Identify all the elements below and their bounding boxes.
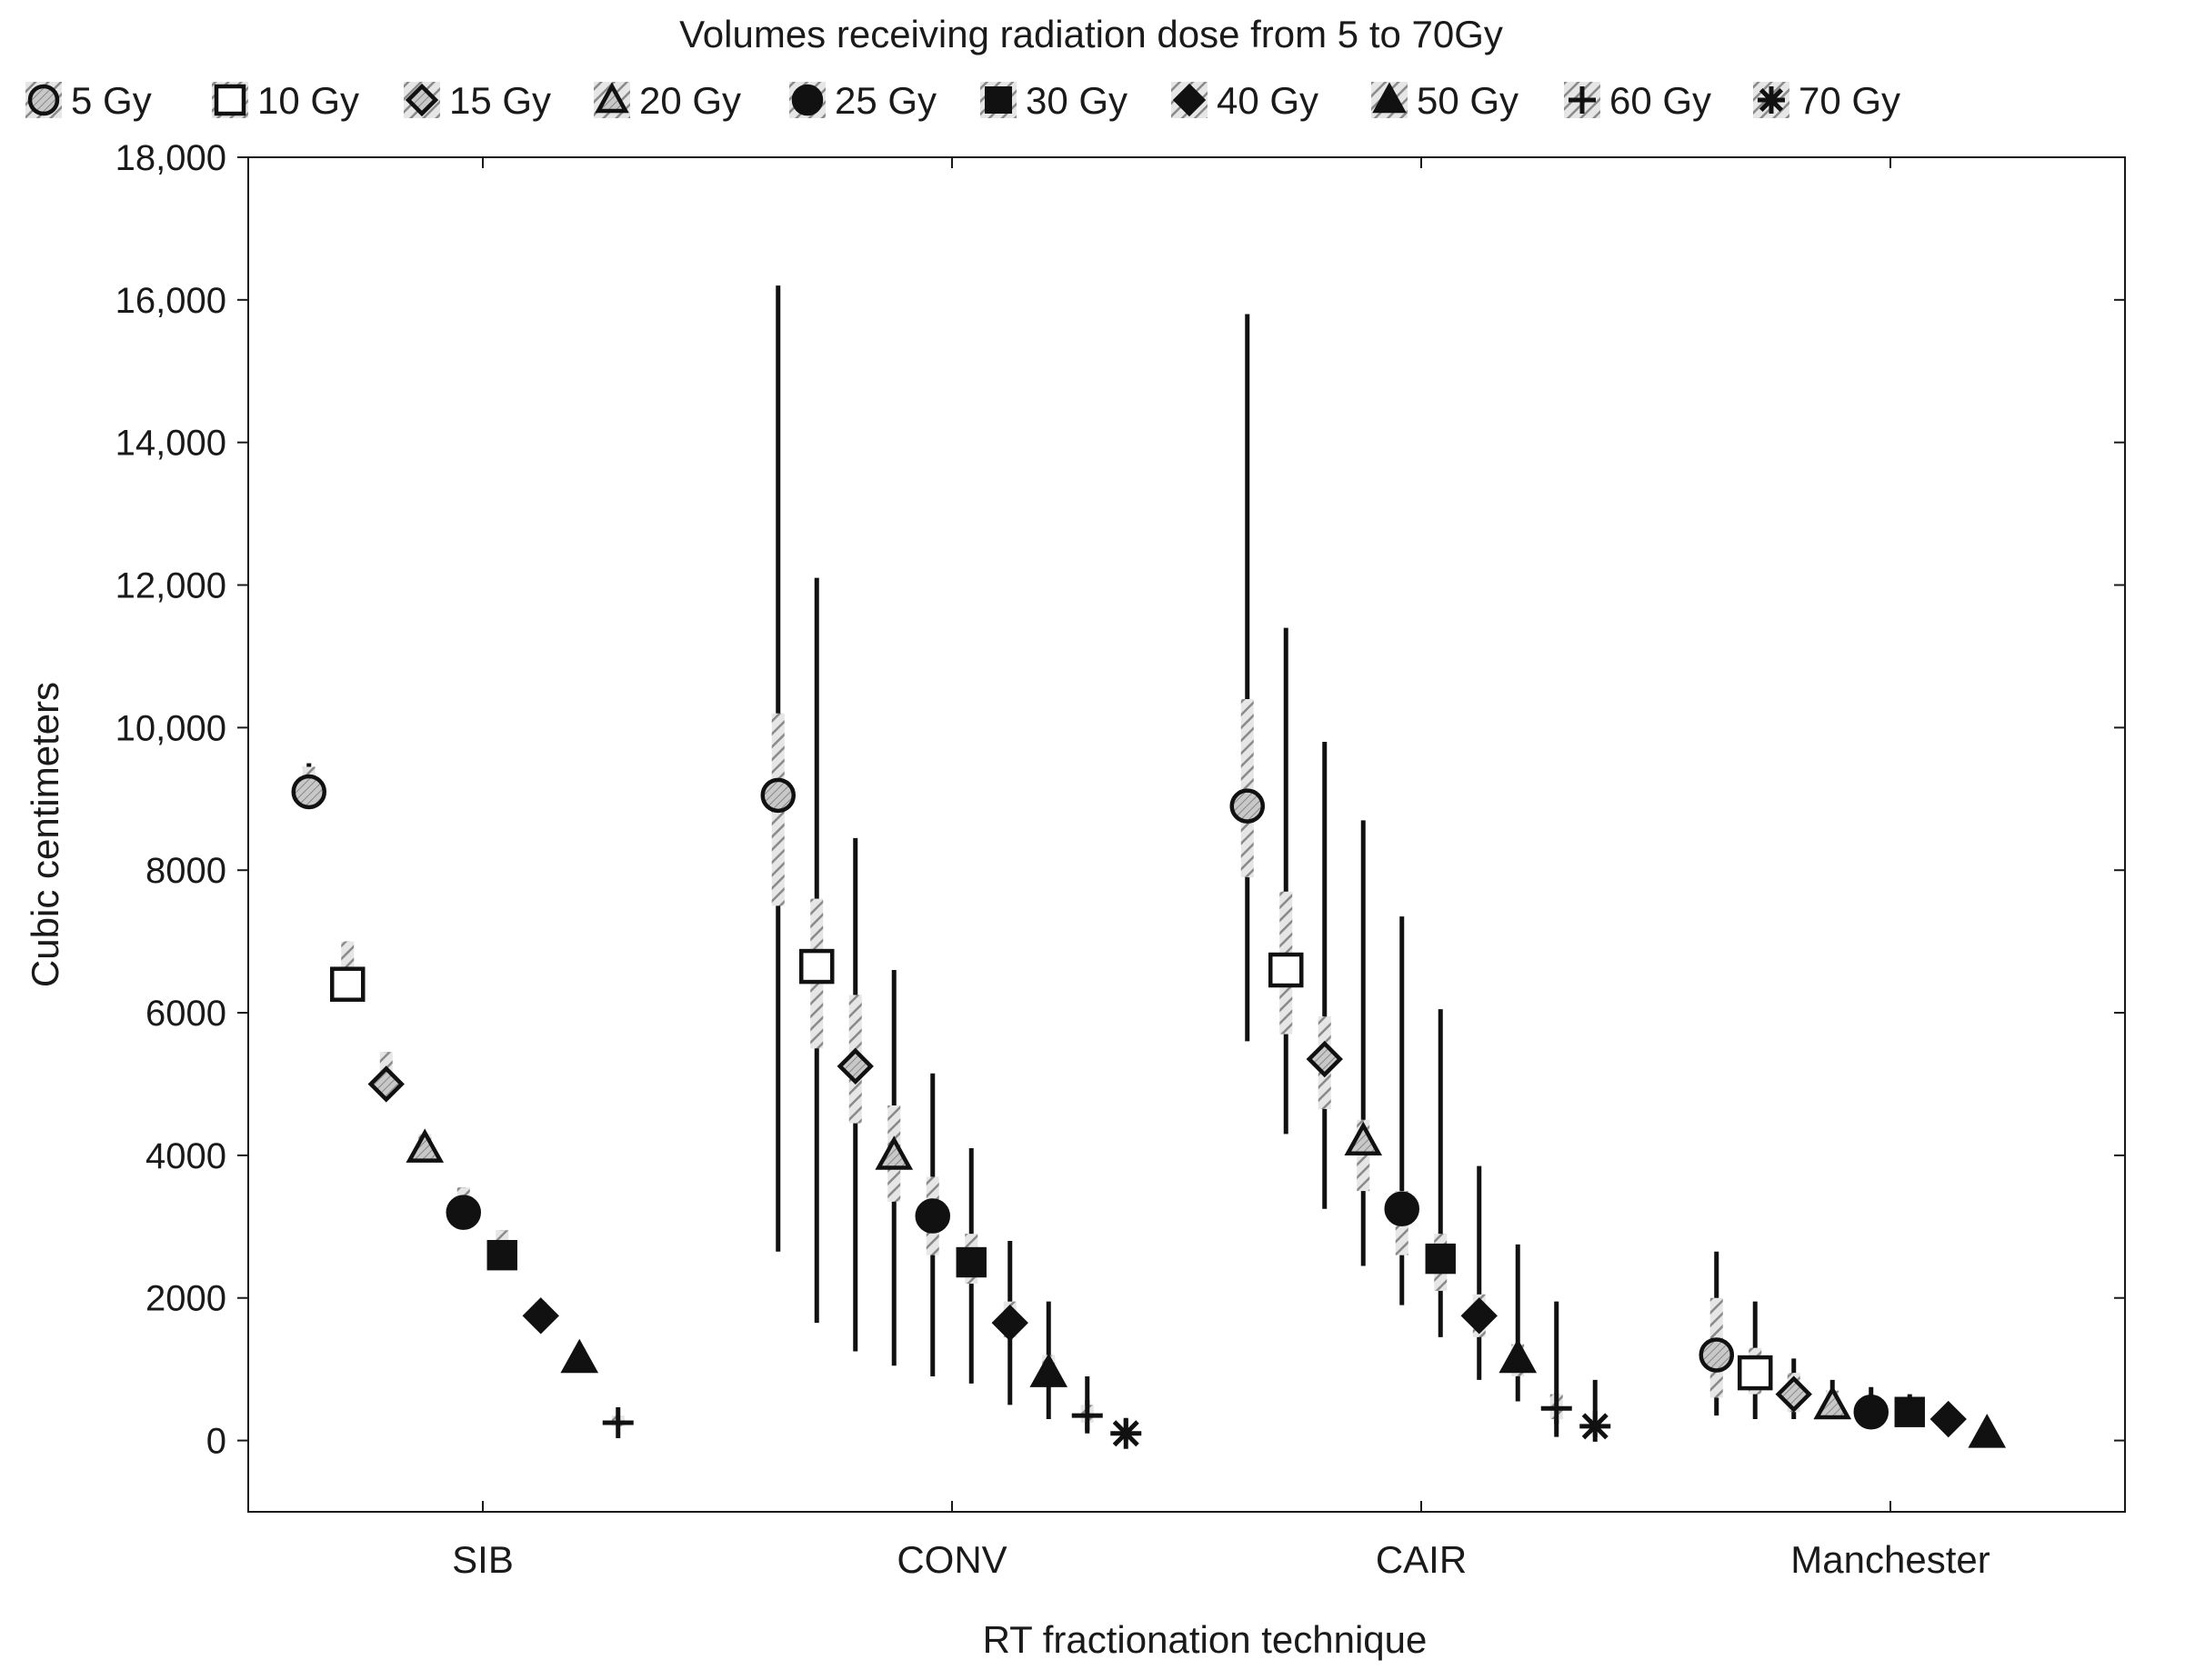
data-point [991,1305,1028,1342]
y-tick-label: 8000 [145,851,226,891]
x-axis: SIB CONV CAIR Manchester [452,157,1990,1581]
legend-item: 5 Gy [25,79,152,122]
data-point [291,774,326,810]
legend-item: 15 Gy [404,79,551,122]
legend-marker [1172,83,1207,117]
legend-item: 60 Gy [1564,79,1711,122]
legend-label: 15 Gy [449,79,551,122]
data-point [330,966,366,1002]
data-point [1384,1191,1419,1226]
data-point [602,1406,634,1438]
data-point [1229,788,1265,824]
x-tick-label: Manchester [1790,1538,1990,1581]
data-point [1110,1417,1142,1449]
legend-label: 30 Gy [1026,79,1128,122]
chart-title: Volumes receiving radiation dose from 5 … [679,13,1503,55]
data-point [1029,1353,1068,1387]
legend-marker [1758,86,1785,114]
x-tick-label: CONV [897,1538,1007,1581]
data-point [1268,952,1304,988]
legend-marker [595,82,629,114]
range-box [1240,699,1254,878]
data-point [1968,1414,2007,1448]
legend-label: 60 Gy [1609,79,1711,122]
data-point [406,1128,445,1163]
y-axis: 0 2000 4000 6000 8000 10,000 12,000 14,000 16,00… [115,138,2125,1462]
data-point [1425,1243,1456,1275]
y-tick-label: 12,000 [115,566,226,606]
x-tick-label: SIB [452,1538,514,1581]
legend: 5 Gy 10 Gy 15 Gy 20 Gy 25 Gy 30 Gy 40 Gy 50 Gy 6… [25,79,1900,122]
legend-label: 5 Gy [71,79,152,122]
category-group-manchester [1699,1251,2007,1448]
data-point [1460,1297,1498,1335]
legend-label: 50 Gy [1417,79,1518,122]
legend-marker [214,84,246,116]
data-point [367,1065,405,1103]
y-tick-label: 18,000 [115,138,226,178]
legend-item: 50 Gy [1371,79,1518,122]
data-point [915,1198,950,1234]
data-point [1929,1400,1967,1438]
x-tick-label: CAIR [1376,1538,1467,1581]
y-tick-label: 2000 [145,1279,226,1319]
legend-label: 40 Gy [1217,79,1318,122]
data-point [1699,1337,1734,1373]
legend-marker [27,84,60,116]
legend-marker [1569,86,1596,114]
legend-item: 30 Gy [980,79,1128,122]
data-point [522,1297,559,1335]
data-point [1775,1375,1812,1413]
y-tick-label: 16,000 [115,281,226,321]
data-point [875,1135,914,1170]
legend-item: 40 Gy [1171,79,1318,122]
data-point [1344,1121,1383,1156]
y-tick-label: 10,000 [115,708,226,748]
data-point [1306,1040,1343,1078]
y-tick-label: 14,000 [115,424,226,464]
data-point [1894,1396,1925,1427]
category-group-sib [291,763,634,1438]
data-point [1071,1400,1103,1432]
x-axis-label: RT fractionation technique [983,1618,1428,1661]
data-point [446,1195,481,1230]
data-point [560,1338,599,1374]
legend-marker [791,84,824,116]
data-point [956,1246,987,1278]
data-point [1498,1338,1538,1374]
data-point [837,1047,874,1085]
data-point [799,948,835,985]
data-point [1540,1393,1572,1425]
y-axis-label: Cubic centimeters [24,682,66,987]
legend-marker [1372,82,1407,114]
legend-item: 70 Gy [1753,79,1900,122]
legend-label: 70 Gy [1799,79,1900,122]
legend-item: 20 Gy [594,79,741,122]
data-point [486,1239,517,1271]
y-tick-label: 6000 [145,994,226,1034]
category-group-conv [760,285,1142,1449]
data-point [760,777,796,814]
legend-label: 20 Gy [639,79,741,122]
data-point [1853,1394,1889,1430]
legend-item: 10 Gy [212,79,359,122]
data-point [1738,1355,1773,1391]
category-group-cair [1229,314,1611,1442]
y-tick-label: 4000 [145,1136,226,1176]
legend-item: 25 Gy [789,79,937,122]
data-marks [291,285,2007,1449]
legend-label: 25 Gy [835,79,937,122]
plot-area [247,156,2126,1513]
legend-label: 10 Gy [257,79,359,122]
legend-marker [985,86,1012,114]
y-tick-label: 0 [206,1422,226,1462]
data-point [1579,1410,1611,1442]
legend-marker [405,83,439,117]
data-point [1813,1385,1852,1420]
